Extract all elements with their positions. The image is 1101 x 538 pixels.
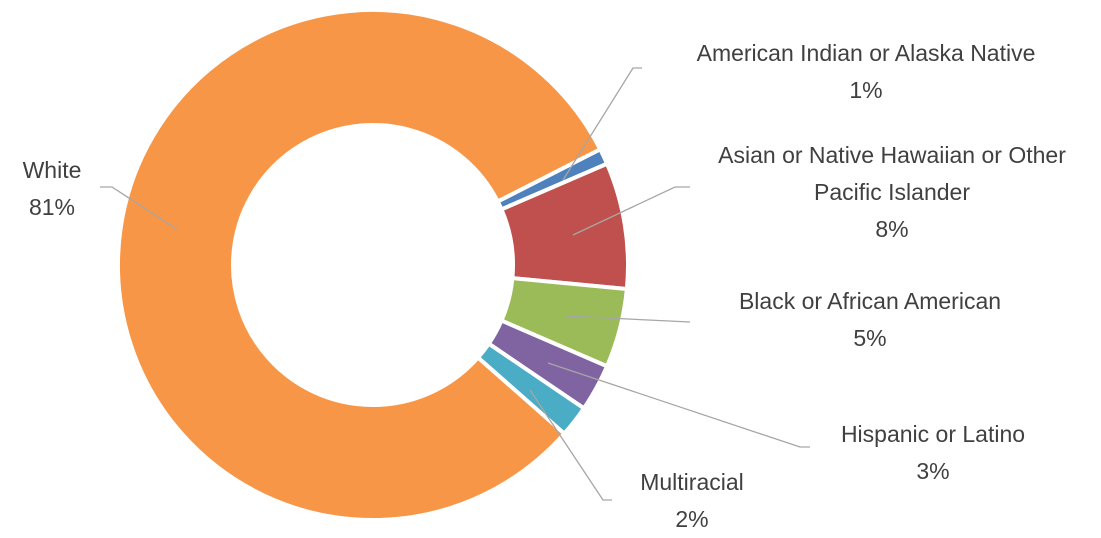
leader-line <box>529 389 612 501</box>
leader-line <box>564 315 691 323</box>
data-label: Asian or Native Hawaiian or Other Pacifi… <box>707 137 1077 248</box>
value-label: 81% <box>28 194 76 220</box>
category-label: Multiracial <box>640 469 744 495</box>
slice <box>116 8 603 522</box>
leader-line <box>562 67 642 181</box>
leader-line <box>547 362 810 448</box>
category-label: Asian or Native Hawaiian or Other Pacifi… <box>718 142 1066 205</box>
value-label: 1% <box>849 77 883 103</box>
data-label: Black or African American 5% <box>670 283 1070 357</box>
data-label: Hispanic or Latino 3% <box>783 416 1083 490</box>
category-label: White <box>22 157 82 183</box>
value-label: 3% <box>916 458 950 484</box>
category-label: American Indian or Alaska Native <box>696 40 1036 66</box>
data-label: American Indian or Alaska Native 1% <box>636 35 1096 109</box>
data-label: White 81% <box>0 152 112 226</box>
value-label: 8% <box>875 216 909 242</box>
category-label: Black or African American <box>738 288 1002 314</box>
category-label: Hispanic or Latino <box>840 421 1026 447</box>
leader-line <box>100 186 179 231</box>
value-label: 2% <box>675 506 709 532</box>
value-label: 5% <box>853 325 887 351</box>
leader-line <box>572 186 690 236</box>
data-label: Multiracial 2% <box>567 464 817 538</box>
